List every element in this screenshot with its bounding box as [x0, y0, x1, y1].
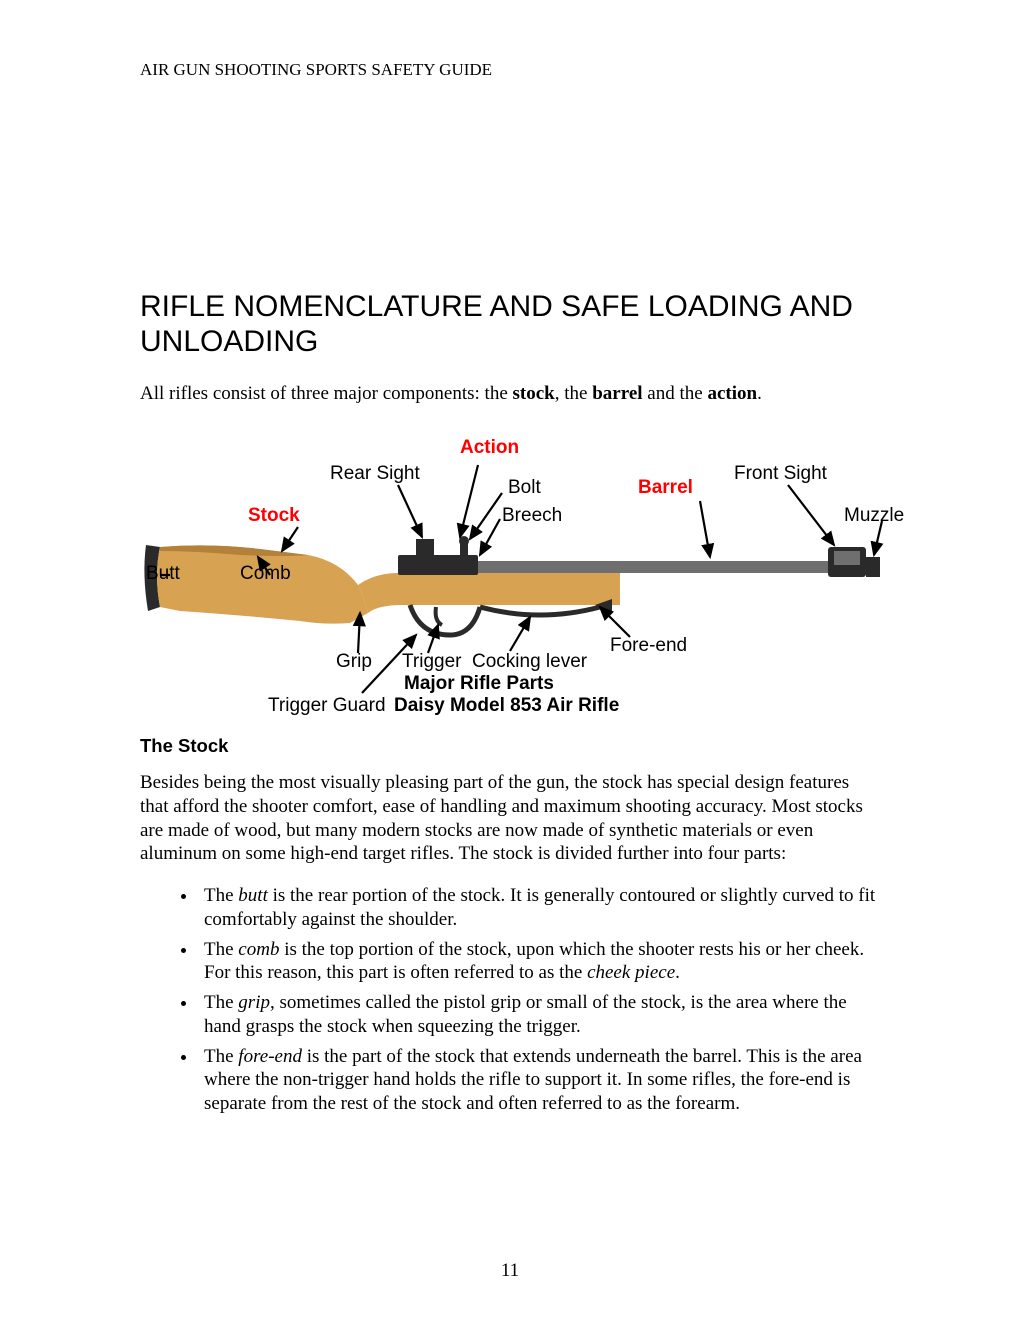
bullet-text: The [204, 1046, 238, 1067]
intro-bold-barrel: barrel [592, 383, 642, 404]
rifle-diagram: Action Rear Sight Bolt Barrel Front Sigh… [140, 435, 910, 725]
diagram-caption-2: Daisy Model 853 Air Rifle [394, 695, 619, 717]
stock-paragraph: Besides being the most visually pleasing… [140, 771, 880, 866]
label-front-sight: Front Sight [734, 463, 827, 485]
label-trigger: Trigger [402, 651, 461, 673]
bullet-text: The [204, 992, 238, 1013]
section-heading-stock: The Stock [140, 735, 880, 757]
bullet-em: cheek piece [587, 962, 675, 983]
list-item: The comb is the top portion of the stock… [198, 938, 880, 986]
page-number: 11 [0, 1260, 1020, 1282]
intro-text: All rifles consist of three major compon… [140, 383, 513, 404]
list-item: The butt is the rear portion of the stoc… [198, 884, 880, 932]
label-breech: Breech [502, 505, 562, 527]
label-stock: Stock [248, 505, 300, 527]
bullet-em: fore-end [238, 1046, 302, 1067]
bullet-text: . [675, 962, 680, 983]
list-item: The grip, sometimes called the pistol gr… [198, 991, 880, 1039]
bullet-em: grip [238, 992, 270, 1013]
stock-parts-list: The butt is the rear portion of the stoc… [170, 884, 880, 1116]
bullet-text: The [204, 939, 238, 960]
label-butt: Butt [146, 563, 180, 585]
label-action: Action [460, 437, 519, 459]
label-muzzle: Muzzle [844, 505, 904, 527]
bullet-text: is the rear portion of the stock. It is … [204, 885, 875, 930]
label-cocking-lever: Cocking lever [472, 651, 587, 673]
label-rear-sight: Rear Sight [330, 463, 420, 485]
list-item: The fore-end is the part of the stock th… [198, 1045, 880, 1116]
intro-text: . [757, 383, 762, 404]
bullet-text: is the part of the stock that extends un… [204, 1046, 862, 1115]
intro-text: , the [555, 383, 592, 404]
bullet-text: , sometimes called the pistol grip or sm… [204, 992, 847, 1037]
intro-bold-action: action [707, 383, 757, 404]
label-comb: Comb [240, 563, 291, 585]
bullet-text: is the top portion of the stock, upon wh… [204, 939, 864, 984]
label-fore-end: Fore-end [610, 635, 687, 657]
label-barrel: Barrel [638, 477, 693, 499]
label-bolt: Bolt [508, 477, 541, 499]
page-header: AIR GUN SHOOTING SPORTS SAFETY GUIDE [140, 60, 880, 80]
bullet-em: butt [238, 885, 268, 906]
label-trigger-guard: Trigger Guard [268, 695, 386, 717]
diagram-caption-1: Major Rifle Parts [404, 673, 554, 695]
bullet-text: The [204, 885, 238, 906]
label-grip: Grip [336, 651, 372, 673]
bullet-em: comb [238, 939, 279, 960]
document-page: AIR GUN SHOOTING SPORTS SAFETY GUIDE RIF… [0, 0, 1020, 1320]
intro-text: and the [643, 383, 708, 404]
intro-paragraph: All rifles consist of three major compon… [140, 383, 880, 405]
page-title: RIFLE NOMENCLATURE AND SAFE LOADING AND … [140, 290, 880, 359]
intro-bold-stock: stock [513, 383, 555, 404]
